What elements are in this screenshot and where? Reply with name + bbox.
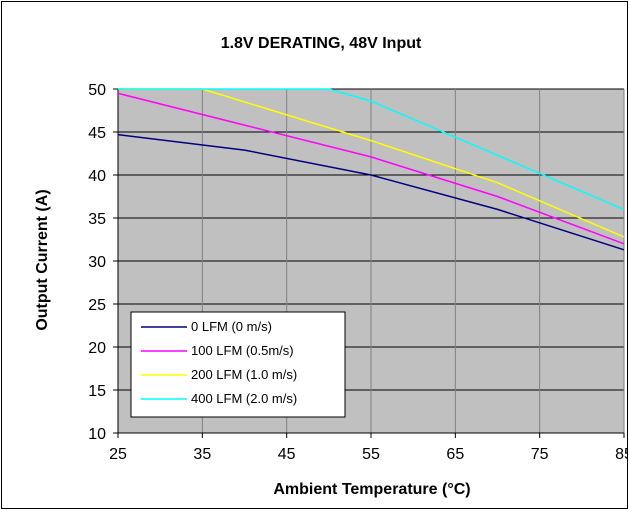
legend: 0 LFM (0 m/s) 100 LFM (0.5m/s) 200 LFM (1.… <box>130 311 346 418</box>
y-tick-label: 25 <box>88 297 106 314</box>
y-tick-label: 35 <box>88 211 106 228</box>
series-line-4 <box>118 88 625 211</box>
x-axis-label: Ambient Temperature (°C) <box>273 481 470 498</box>
x-tick-label: 25 <box>109 446 127 463</box>
series-group <box>117 88 625 251</box>
legend-label-3: 200 LFM (1.0 m/s) <box>191 367 297 382</box>
y-tick-label: 20 <box>88 340 106 357</box>
series-line-2 <box>117 92 625 245</box>
x-tick-label: 55 <box>362 446 380 463</box>
y-tick-label: 15 <box>88 383 106 400</box>
y-tick-label: 40 <box>88 168 106 185</box>
x-tick-label: 35 <box>193 446 211 463</box>
legend-label-4: 400 LFM (2.0 m/s) <box>191 391 297 406</box>
y-tick-label: 30 <box>88 254 106 271</box>
chart-title: 1.8V DERATING, 48V Input <box>221 35 422 52</box>
x-tick-label: 45 <box>278 446 296 463</box>
y-axis-label: Output Current (A) <box>34 189 51 330</box>
x-tick-label: 85 <box>615 446 627 463</box>
y-tick-label: 10 <box>88 426 106 443</box>
x-tick-label: 75 <box>531 446 549 463</box>
y-tick-label: 50 <box>88 82 106 99</box>
legend-label-2: 100 LFM (0.5m/s) <box>191 343 294 358</box>
legend-label-1: 0 LFM (0 m/s) <box>191 319 272 334</box>
axes-group: 10 15 20 25 30 35 40 45 50 25 35 45 55 65 75 85 <box>88 82 627 463</box>
x-tick-label: 65 <box>446 446 464 463</box>
y-tick-label: 45 <box>88 125 106 142</box>
series-line-1 <box>117 133 625 251</box>
